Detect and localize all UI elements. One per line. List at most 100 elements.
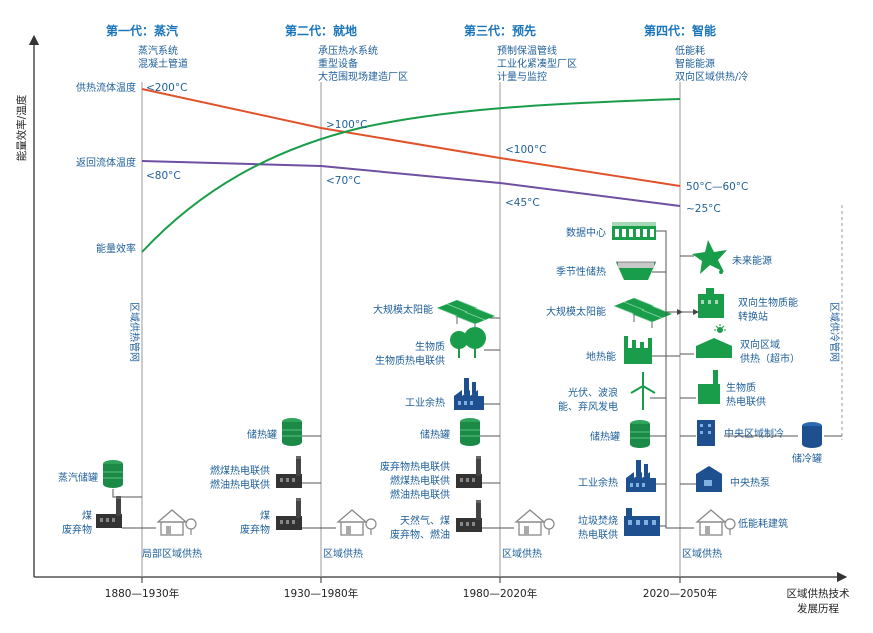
gen3-bottom-label: 区域供热 [502,547,542,560]
gen3-item-label: 废弃物热电联供 [380,460,450,473]
return-temp-gen2: <70°C [326,175,361,187]
supply-temp-gen2: >100°C [326,119,367,131]
gen2-item-label: 储热罐 [247,428,277,441]
biomass-conversion-station-icon [698,288,724,318]
efficiency-curve [141,98,681,253]
return-temp-label: 返回流体温度 [76,156,136,169]
supply-temp-curve [141,88,681,187]
gen3-house-icon [515,509,555,536]
supply-temp-label: 供热流体温度 [76,81,136,94]
gen4-left-label: 数据中心 [566,226,606,239]
gen4-right-label: 中央区域制冷 [724,427,784,440]
gen2-period: 1930—1980年 [284,587,358,600]
gen4-left-label: 季节性储热 [556,265,606,278]
gen2-feature: 大范围现场建造厂区 [318,70,408,83]
gen4-right-label: 未来能源 [732,254,772,267]
gen3-item-label: 天然气、煤 [400,514,450,527]
gen3-feature: 工业化紧凑型厂区 [497,57,577,70]
gen4-left-label: 光伏、波浪 [568,386,618,399]
gen4-left-label: 大规模太阳能 [546,305,606,318]
heating-network-label: 区域供热管网 [128,302,141,362]
return-temp-gen4: ~25°C [686,203,721,215]
gen4-left-label: 储热罐 [590,430,620,443]
gen4-right-label: 储冷罐 [792,452,822,465]
supply-temp-gen4: 50°C—60°C [686,181,748,193]
gen1-feature: 混凝土管道 [138,57,188,70]
x-axis-label-line1: 区域供热技术 [787,587,850,600]
gen4-right-label: 生物质 [726,381,756,394]
return-temp-gen1: <80°C [146,170,181,182]
cold-storage-tank-icon [802,422,822,448]
gen4-right-label: 供热（超市） [740,352,800,365]
gen3-title: 第三代：预先 [464,23,536,38]
waste-incineration-icon [624,508,660,536]
gen3-storage-tank-icon [459,417,481,447]
gen3-solar-icon [436,299,496,331]
data-center-icon [612,222,656,240]
gen4-left-label: 能、弃风发电 [558,400,618,413]
gen4-right-label: 双向生物质能 [738,296,798,309]
gen2-coal-plant-icon [276,498,302,530]
gen4-solar-icon [613,297,673,329]
gen1-coal-plant-icon [96,496,122,528]
gen4-left-label: 地热能 [586,350,616,363]
gen4-left-label: 热电联供 [578,528,618,541]
gen4-right-label: 低能耗建筑 [738,517,788,530]
gen2-bottom-label: 区域供热 [323,547,363,560]
gen3-item-label: 生物质 [415,340,445,353]
gen1-item-label: 蒸汽储罐 [58,471,98,484]
cooling-network-label: 区域供冷管网 [828,302,841,362]
gen2-chp-plant-icon [276,456,302,488]
gen4-feature: 低能耗 [675,44,705,57]
gen2-feature: 承压热水系统 [318,44,378,57]
gen2-item-label: 燃煤热电联供 [210,464,270,477]
gen2-title: 第二代：就地 [285,23,357,38]
gen1-steam-tank-icon [102,459,124,489]
efficiency-label: 能量效率 [96,242,136,255]
gen2-storage-tank-icon [281,417,303,447]
heat-pump-icon [696,466,722,492]
gen1-feature: 蒸汽系统 [138,44,178,57]
gen4-right-label: 热电联供 [726,395,766,408]
gen1-item-label: 煤 [82,509,92,522]
x-axis-label-line2: 发展历程 [797,602,839,615]
geothermal-icon [624,336,652,364]
supermarket-icon [696,324,732,358]
gen4-right-label: 双向区域 [740,338,780,351]
gen1-item-label: 废弃物 [62,523,92,536]
gen4-left-label: 垃圾焚烧 [578,514,618,527]
gen3-feature: 计量与监控 [497,70,547,83]
gen4-house-icon [696,509,736,536]
gen1-title: 第一代：蒸汽 [106,23,178,38]
gen3-item-label: 燃煤热电联供 [390,474,450,487]
return-temp-gen3: <45°C [505,197,540,209]
gen3-period: 1980—2020年 [463,587,537,600]
gen4-title: 第四代：智能 [644,23,716,38]
gen3-chp-plant-icon [456,456,482,488]
biomass-chp-icon [698,370,720,404]
gen3-item-label: 生物质热电联供 [375,354,445,367]
gen3-item-label: 大规模太阳能 [373,303,433,316]
gen4-period: 2020—2050年 [643,587,717,600]
gen3-industry-icon [454,378,484,410]
gen3-gas-plant-icon [456,500,482,532]
gen1-period: 1880—1930年 [105,587,179,600]
gen3-feature: 预制保温管线 [497,44,557,57]
gen2-item-label: 废弃物 [240,523,270,536]
gen4-storage-tank-icon [629,419,651,449]
gen1-house-icon [157,509,197,536]
supply-temp-gen1: <200°C [146,82,187,94]
gen2-item-label: 燃油热电联供 [210,478,270,491]
district-cooling-icon [697,420,715,446]
supply-temp-gen3: <100°C [505,144,546,156]
wind-turbine-icon [630,372,656,410]
gen4-industry-icon [626,460,656,492]
y-axis-label: 能量效率/温度 [15,94,28,161]
gen4-right-label: 中央热泵 [730,476,770,489]
gen2-item-label: 煤 [260,509,270,522]
gen4-feature: 智能能源 [675,57,715,70]
gen4-left-label: 工业余热 [578,476,618,489]
gen4-feature: 双向区域供热/冷 [675,70,748,83]
gen3-item-label: 工业余热 [405,396,445,409]
gen1-bottom-label: 局部区域供热 [142,547,202,560]
